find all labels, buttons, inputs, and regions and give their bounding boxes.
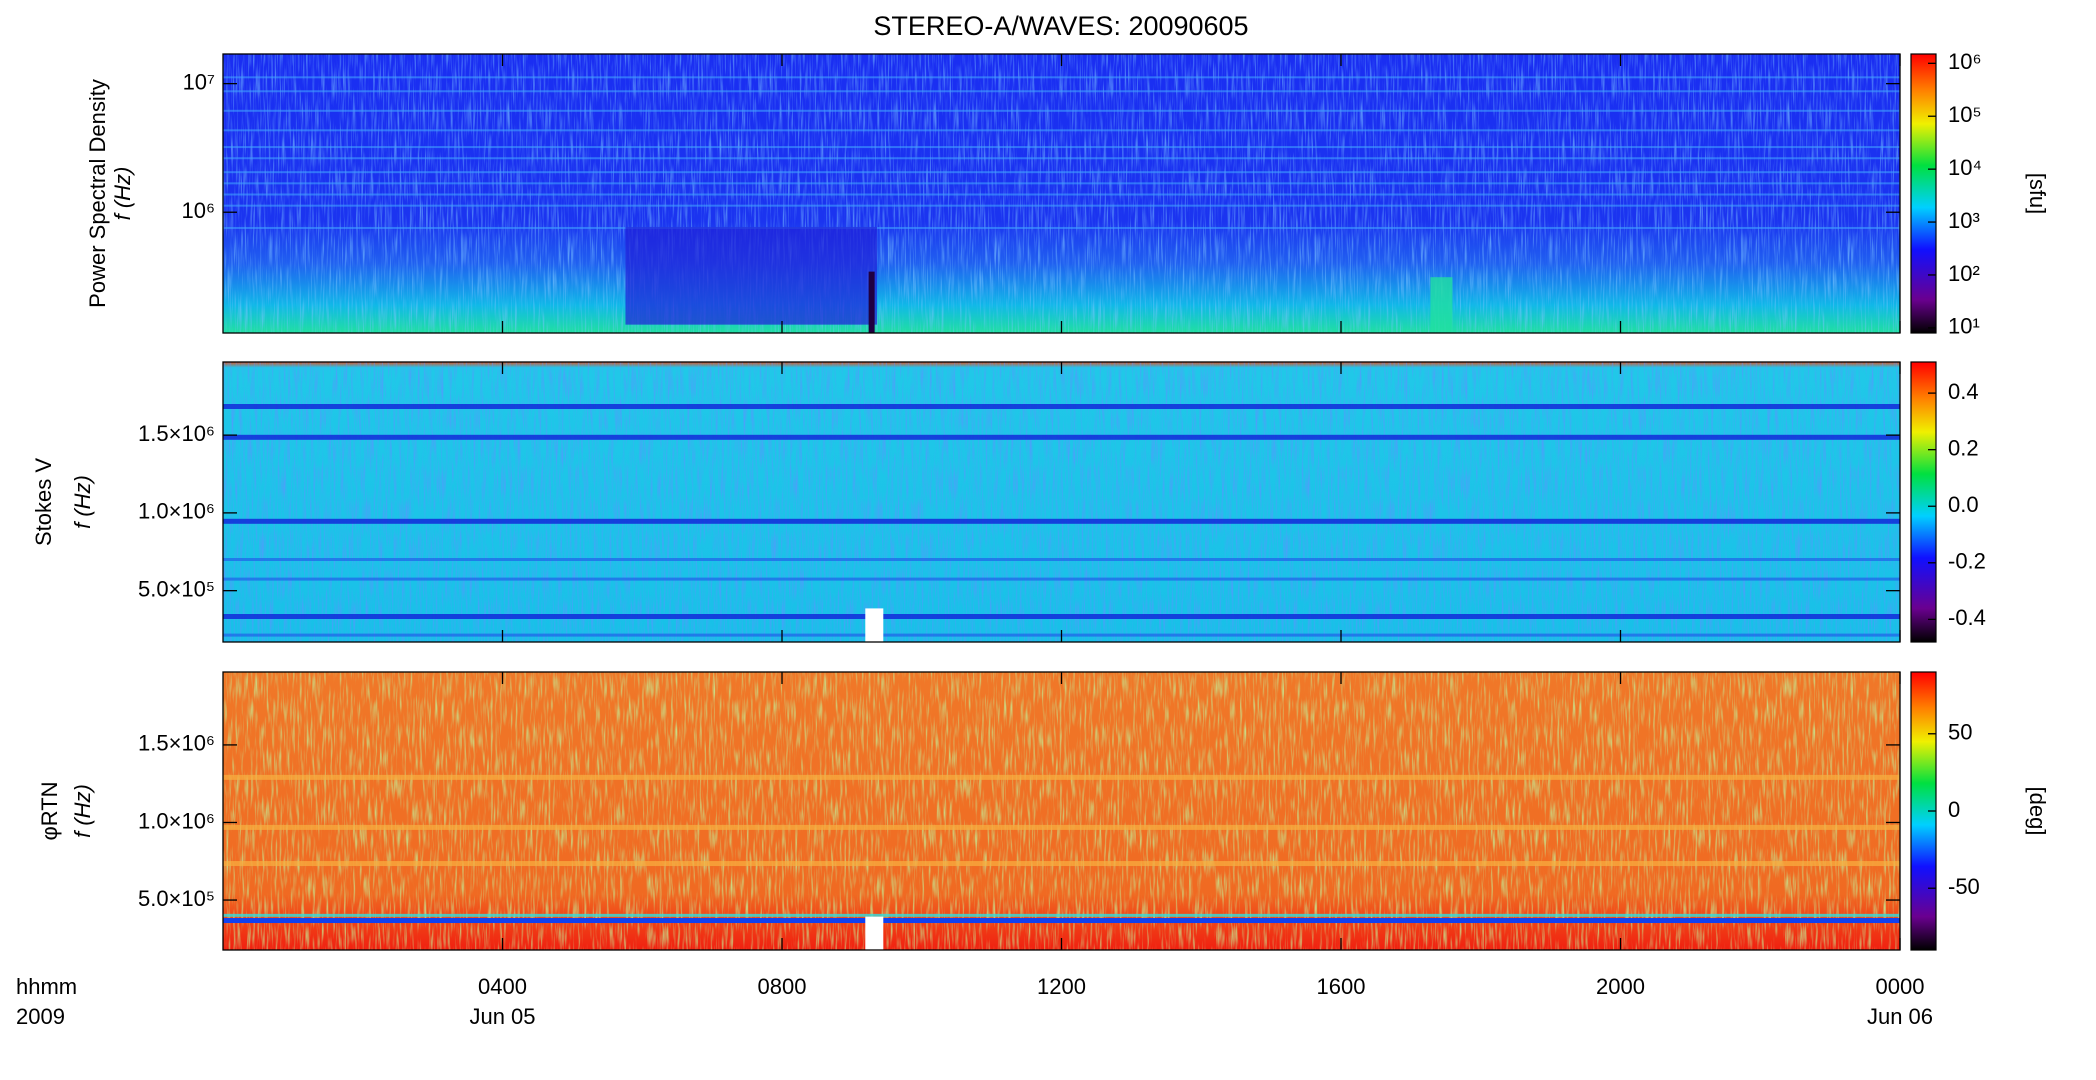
colorbar-label: [deg] bbox=[2025, 787, 2050, 836]
band bbox=[223, 861, 1900, 867]
band bbox=[868, 271, 875, 333]
band bbox=[223, 918, 1900, 924]
x-date-label: Jun 06 bbox=[1867, 1004, 1933, 1029]
y-tick-label: 1.5×10⁶ bbox=[138, 731, 215, 756]
band bbox=[223, 90, 1900, 93]
colorbar-label: [sfu] bbox=[2025, 173, 2050, 215]
x-tick-label: 0800 bbox=[758, 974, 807, 999]
colorbar-tick-label: 10² bbox=[1948, 261, 1980, 286]
band bbox=[223, 577, 1900, 581]
band bbox=[223, 193, 1900, 196]
band bbox=[223, 129, 1900, 132]
x-axis-header: hhmm bbox=[16, 974, 77, 999]
band bbox=[223, 171, 1900, 174]
colorbar-tick-label: 10⁶ bbox=[1948, 49, 1982, 74]
x-axis-header: 2009 bbox=[16, 1004, 65, 1029]
y-axis-label: f (Hz) bbox=[70, 784, 95, 838]
band bbox=[625, 226, 878, 325]
colorbar-tick-label: 0 bbox=[1948, 797, 1960, 822]
y-tick-label: 5.0×10⁵ bbox=[138, 886, 215, 911]
y-tick-label: 10⁷ bbox=[183, 69, 215, 94]
band bbox=[223, 109, 1900, 112]
band bbox=[223, 774, 1900, 780]
chart-title: STEREO-A/WAVES: 20090605 bbox=[873, 11, 1248, 41]
band bbox=[223, 226, 1900, 229]
band bbox=[223, 434, 1900, 440]
spectrogram-texture bbox=[223, 672, 1900, 950]
colorbar-tick-label: 0.2 bbox=[1948, 435, 1979, 460]
y-tick-label: 5.0×10⁵ bbox=[138, 576, 215, 601]
colorbar-tick-label: -0.2 bbox=[1948, 549, 1986, 574]
band bbox=[223, 204, 1900, 207]
x-tick-label: 0400 bbox=[478, 974, 527, 999]
y-tick-label: 10⁶ bbox=[181, 198, 215, 223]
colorbar-tick-label: -0.4 bbox=[1948, 605, 1986, 630]
colorbar-tick-label: 10⁴ bbox=[1948, 155, 1982, 180]
band bbox=[223, 913, 1900, 917]
colorbar-tick-label: 0.4 bbox=[1948, 379, 1979, 404]
band bbox=[223, 614, 1900, 619]
y-axis-label: φRTN bbox=[37, 781, 62, 840]
colorbar bbox=[1910, 53, 1937, 334]
band bbox=[223, 824, 1900, 830]
colorbar-tick-label: 10⁵ bbox=[1948, 102, 1982, 127]
y-tick-label: 1.0×10⁶ bbox=[138, 499, 215, 524]
band bbox=[223, 157, 1900, 160]
colorbar-tick-label: 10³ bbox=[1948, 208, 1980, 233]
y-axis-label: f (Hz) bbox=[70, 475, 95, 529]
band bbox=[865, 916, 884, 950]
band bbox=[223, 146, 1900, 149]
x-tick-label: 0000 bbox=[1876, 974, 1925, 999]
colorbar-tick-label: 10¹ bbox=[1948, 314, 1980, 339]
band bbox=[223, 182, 1900, 185]
x-date-label: Jun 05 bbox=[469, 1004, 535, 1029]
x-tick-label: 2000 bbox=[1596, 974, 1645, 999]
colorbar-tick-label: 0.0 bbox=[1948, 492, 1979, 517]
colorbar bbox=[1910, 361, 1937, 643]
band bbox=[223, 76, 1900, 79]
band bbox=[865, 608, 884, 642]
band bbox=[223, 404, 1900, 409]
x-tick-label: 1200 bbox=[1037, 974, 1086, 999]
colorbar-tick-label: 50 bbox=[1948, 720, 1972, 745]
x-tick-label: 1600 bbox=[1317, 974, 1366, 999]
y-tick-label: 1.5×10⁶ bbox=[138, 421, 215, 446]
band bbox=[223, 518, 1900, 524]
y-axis-label: Power Spectral Density bbox=[85, 79, 110, 308]
y-axis-label: Stokes V bbox=[31, 458, 56, 546]
band bbox=[223, 558, 1900, 561]
colorbar-tick-label: -50 bbox=[1948, 874, 1980, 899]
y-tick-label: 1.0×10⁶ bbox=[138, 808, 215, 833]
y-axis-label: f (Hz) bbox=[110, 167, 135, 221]
band bbox=[1430, 277, 1453, 333]
